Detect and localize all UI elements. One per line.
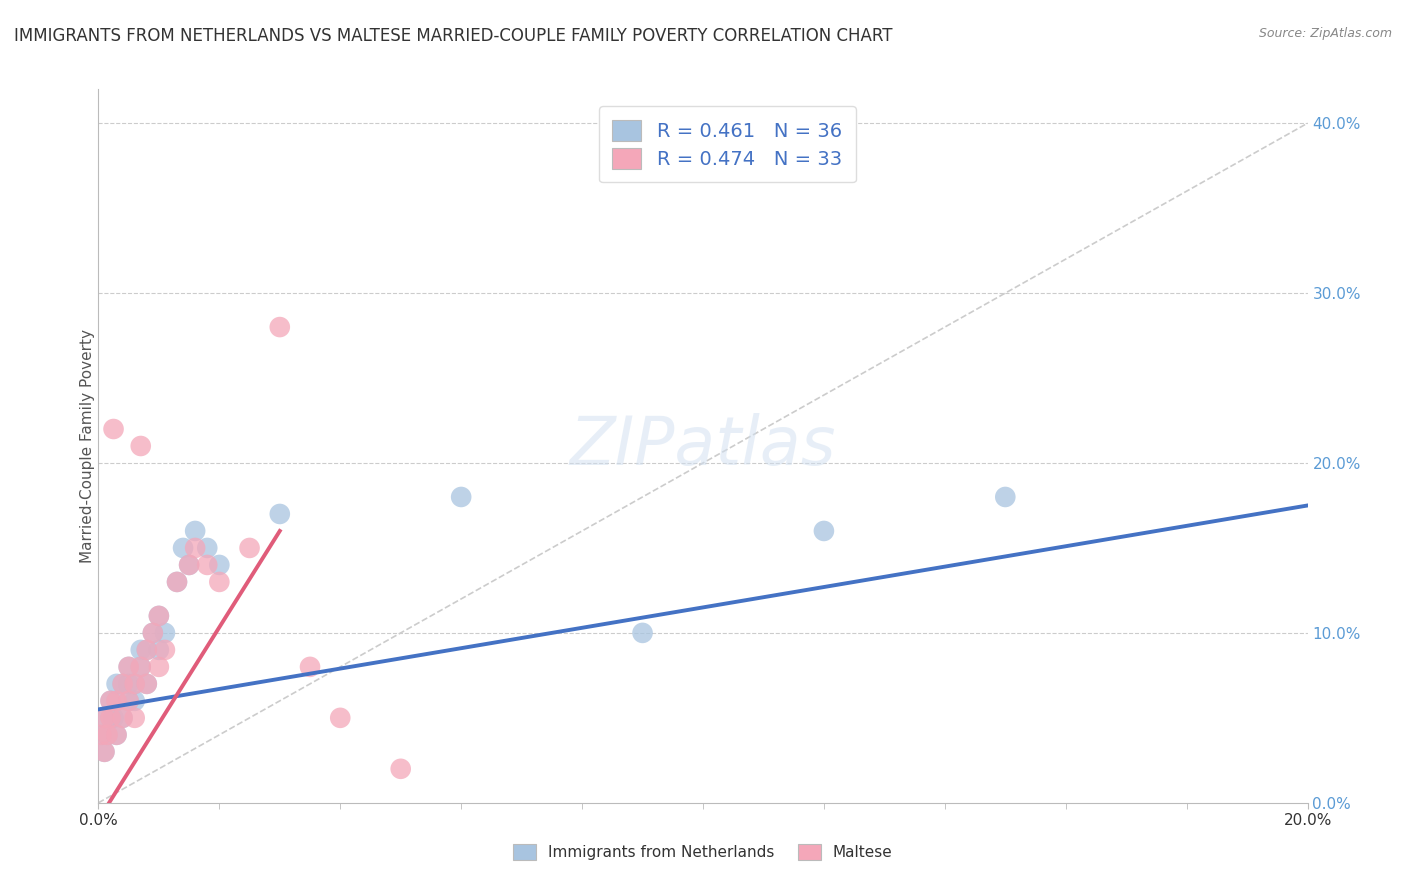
Y-axis label: Married-Couple Family Poverty: Married-Couple Family Poverty bbox=[80, 329, 94, 563]
Point bbox=[450, 490, 472, 504]
Text: ZIPatlas: ZIPatlas bbox=[569, 413, 837, 479]
Point bbox=[142, 626, 165, 640]
Point bbox=[93, 745, 115, 759]
Point bbox=[299, 660, 322, 674]
Point bbox=[105, 694, 128, 708]
Point bbox=[148, 660, 170, 674]
Point bbox=[111, 711, 134, 725]
Point bbox=[103, 422, 125, 436]
Point bbox=[135, 643, 157, 657]
Point bbox=[195, 558, 218, 572]
Point bbox=[142, 626, 165, 640]
Point bbox=[100, 694, 122, 708]
Point bbox=[153, 643, 176, 657]
Point bbox=[124, 677, 146, 691]
Point bbox=[208, 574, 231, 589]
Point bbox=[100, 711, 122, 725]
Point bbox=[153, 626, 176, 640]
Point bbox=[239, 541, 262, 555]
Point bbox=[93, 711, 115, 725]
Point bbox=[111, 677, 134, 691]
Point bbox=[105, 728, 128, 742]
Point bbox=[90, 728, 112, 742]
Point bbox=[166, 574, 188, 589]
Point bbox=[105, 728, 128, 742]
Point bbox=[994, 490, 1017, 504]
Point bbox=[129, 660, 152, 674]
Point bbox=[184, 541, 207, 555]
Point bbox=[124, 711, 146, 725]
Point bbox=[389, 762, 412, 776]
Point bbox=[179, 558, 201, 572]
Point bbox=[195, 541, 218, 555]
Point bbox=[166, 574, 188, 589]
Text: IMMIGRANTS FROM NETHERLANDS VS MALTESE MARRIED-COUPLE FAMILY POVERTY CORRELATION: IMMIGRANTS FROM NETHERLANDS VS MALTESE M… bbox=[14, 27, 893, 45]
Point bbox=[184, 524, 207, 538]
Point bbox=[96, 728, 118, 742]
Point bbox=[100, 694, 122, 708]
Point bbox=[129, 643, 152, 657]
Point bbox=[269, 320, 291, 334]
Point bbox=[172, 541, 194, 555]
Point bbox=[124, 694, 146, 708]
Point bbox=[111, 711, 134, 725]
Point bbox=[269, 507, 291, 521]
Point bbox=[105, 677, 128, 691]
Point bbox=[148, 608, 170, 623]
Point bbox=[129, 660, 152, 674]
Point bbox=[148, 608, 170, 623]
Point bbox=[118, 694, 141, 708]
Point bbox=[631, 626, 654, 640]
Point bbox=[118, 660, 141, 674]
Point bbox=[135, 643, 157, 657]
Point bbox=[90, 728, 112, 742]
Point bbox=[105, 694, 128, 708]
Point bbox=[179, 558, 201, 572]
Point bbox=[93, 745, 115, 759]
Point bbox=[118, 694, 141, 708]
Point bbox=[118, 677, 141, 691]
Legend: Immigrants from Netherlands, Maltese: Immigrants from Netherlands, Maltese bbox=[508, 838, 898, 866]
Text: Source: ZipAtlas.com: Source: ZipAtlas.com bbox=[1258, 27, 1392, 40]
Point bbox=[93, 711, 115, 725]
Point bbox=[135, 677, 157, 691]
Point bbox=[124, 677, 146, 691]
Point bbox=[96, 728, 118, 742]
Point bbox=[813, 524, 835, 538]
Point bbox=[148, 643, 170, 657]
Point bbox=[208, 558, 231, 572]
Point bbox=[111, 677, 134, 691]
Point bbox=[118, 660, 141, 674]
Point bbox=[103, 711, 125, 725]
Point bbox=[129, 439, 152, 453]
Point bbox=[100, 711, 122, 725]
Point bbox=[329, 711, 352, 725]
Point bbox=[135, 677, 157, 691]
